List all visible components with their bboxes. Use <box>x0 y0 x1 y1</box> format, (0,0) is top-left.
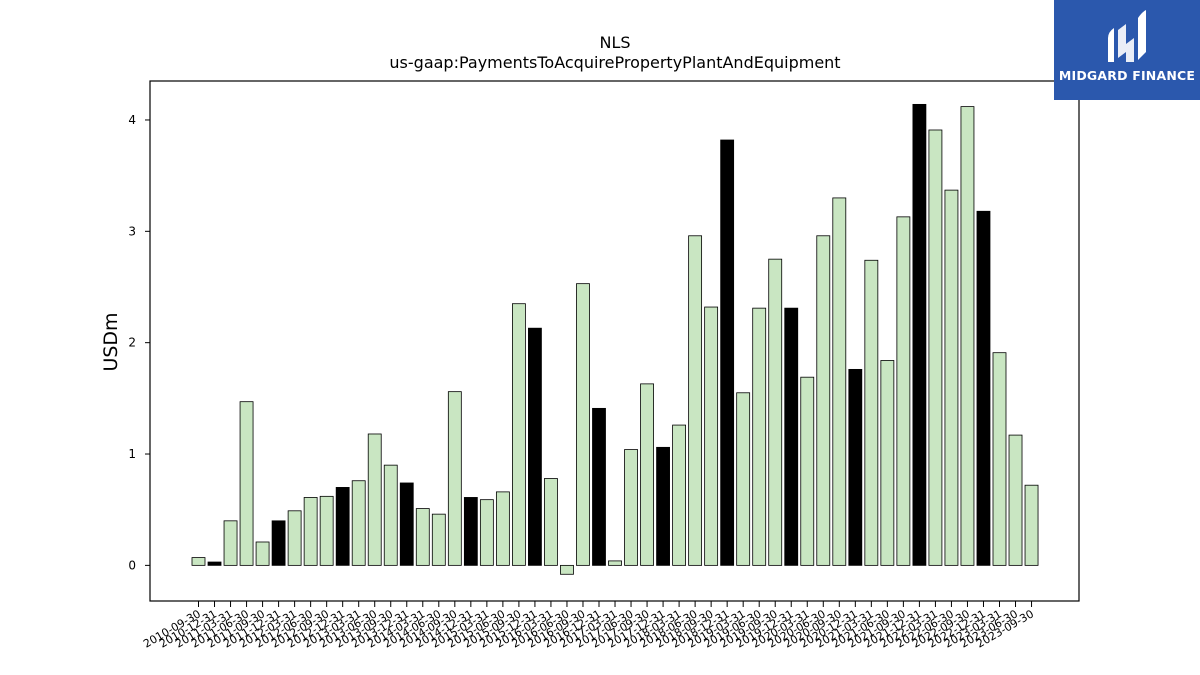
bar-2012-03-31 <box>287 510 302 566</box>
bar-2016-12-31 <box>592 407 606 566</box>
bar-2011-12-31 <box>271 520 286 566</box>
bar-2017-12-31 <box>656 446 670 566</box>
bar-2011-06-30 <box>239 401 254 566</box>
bar-2020-03-31 <box>800 376 815 566</box>
bar-2021-03-31 <box>864 259 879 566</box>
bar-2015-09-30 <box>512 303 526 566</box>
y-tick-label: 4 <box>128 113 136 127</box>
y-tick-label: 2 <box>128 336 136 350</box>
bar-2016-03-31 <box>544 478 558 566</box>
bar-2016-09-30 <box>576 283 590 566</box>
bar-2015-03-31 <box>479 499 494 566</box>
bar-2012-06-30 <box>303 497 318 566</box>
bar-2020-09-30 <box>832 197 847 566</box>
bar-2016-06-30 <box>560 564 574 575</box>
bar-2021-12-31 <box>912 103 927 566</box>
bar-2013-12-31 <box>399 482 414 566</box>
logo: MIDGARD FINANCE <box>1054 0 1200 100</box>
bar-2013-03-31 <box>351 480 366 566</box>
bar-2023-09-30 <box>1024 484 1039 566</box>
bar-2022-06-30 <box>944 189 959 566</box>
bar-2010-12-31 <box>207 561 222 566</box>
y-tick-label: 3 <box>128 224 136 238</box>
bar-2012-09-30 <box>319 495 334 566</box>
y-tick-label: 1 <box>128 447 136 461</box>
bar-2023-03-31 <box>992 352 1007 566</box>
chart-subtitle: us-gaap:PaymentsToAcquirePropertyPlantAn… <box>389 53 840 72</box>
bar-2022-12-31 <box>976 210 991 566</box>
bar-2014-03-31 <box>415 508 430 566</box>
bar-2012-12-31 <box>335 487 350 566</box>
bars <box>191 103 1039 575</box>
chart-title: NLS <box>599 33 630 52</box>
bar-2011-03-31 <box>223 520 238 566</box>
bar-2022-03-31 <box>928 129 943 566</box>
logo-text: MIDGARD FINANCE <box>1058 68 1196 83</box>
bar-2021-06-30 <box>880 360 895 566</box>
y-axis-ticks: 0 1 2 3 4 <box>128 113 150 572</box>
bar-2018-09-30 <box>704 306 719 566</box>
bar-2017-09-30 <box>640 383 654 566</box>
bar-2022-09-30 <box>960 106 975 566</box>
bar-2014-09-30 <box>447 391 462 566</box>
y-tick-label: 0 <box>128 558 136 572</box>
bar-2013-09-30 <box>383 464 398 566</box>
bar-2019-12-31 <box>784 307 799 566</box>
y-axis-label: USDm <box>100 312 122 371</box>
bar-2019-09-30 <box>768 258 783 566</box>
bar-2023-06-30 <box>1008 434 1023 566</box>
bar-2020-06-30 <box>816 235 831 566</box>
bar-2018-03-31 <box>672 424 686 566</box>
bar-2019-06-30 <box>752 307 767 566</box>
bar-2010-09-30 <box>191 557 206 566</box>
bar-2011-09-30 <box>255 541 270 566</box>
bar-2015-06-30 <box>495 491 510 566</box>
bar-2018-12-31 <box>720 139 735 566</box>
plot-frame <box>149 80 1080 602</box>
x-axis-ticks: 2010-09-302010-12-312011-03-312011-06-30… <box>141 601 1036 651</box>
bar-2014-06-30 <box>431 513 446 566</box>
bar-2015-12-31 <box>528 327 542 566</box>
bar-2017-03-31 <box>608 560 622 566</box>
bar-2013-06-30 <box>367 433 382 566</box>
bar-2021-09-30 <box>896 216 911 566</box>
midgard-logo-icon <box>1108 10 1146 62</box>
bar-2017-06-30 <box>624 449 638 566</box>
bar-2019-03-31 <box>736 392 751 566</box>
bar-2018-06-30 <box>688 235 703 566</box>
bar-2014-12-31 <box>463 497 478 566</box>
bar-2020-12-31 <box>848 368 863 566</box>
